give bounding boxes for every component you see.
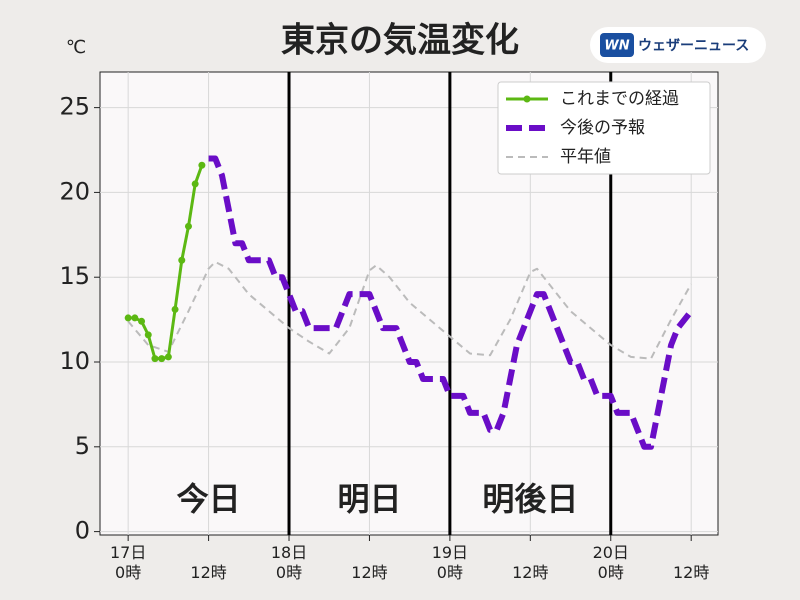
y-tick-label: 25 (59, 93, 90, 121)
y-tick-label: 10 (59, 347, 90, 375)
series-line (208, 155, 694, 450)
legend-label: 平年値 (560, 147, 611, 167)
brand-badge-bg (600, 33, 634, 57)
series-marker (178, 256, 186, 264)
x-tick-label: 18日 0時 (271, 543, 307, 582)
x-tick-label: 12時 (512, 563, 548, 582)
y-unit: ℃ (66, 37, 86, 58)
x-tick-label: 12時 (351, 563, 387, 582)
x-tick-label: 17日 0時 (110, 543, 146, 582)
y-tick-label: 15 (59, 262, 90, 290)
y-tick-label: 5 (75, 432, 90, 460)
series-marker (164, 353, 172, 361)
brand-box (590, 27, 766, 63)
series-line (127, 260, 693, 360)
brand-name: ウェザーニュース (638, 38, 749, 54)
legend-label: これまでの経過 (560, 89, 679, 109)
series-marker (131, 314, 139, 322)
legend-marker (523, 95, 531, 103)
day-label: 明日 (337, 480, 401, 518)
series-marker (124, 314, 132, 322)
brand-badge: WN (604, 39, 629, 54)
series-marker (144, 331, 152, 339)
x-tick-label: 20日 0時 (593, 543, 629, 582)
series-marker (198, 161, 206, 169)
series-marker (138, 317, 146, 325)
y-tick-label: 20 (59, 177, 90, 205)
x-tick-label: 12時 (673, 563, 709, 582)
x-tick-label: 19日 0時 (432, 543, 468, 582)
day-label: 明後日 (482, 480, 578, 518)
series-marker (151, 355, 159, 363)
x-tick-label: 12時 (190, 563, 226, 582)
series-marker (158, 355, 166, 363)
series-marker (191, 180, 199, 188)
chart-title: 東京の気温変化 (281, 21, 519, 61)
series-marker (171, 305, 179, 313)
legend-box (497, 81, 711, 175)
day-label: 今日 (177, 480, 241, 518)
series-marker (184, 222, 192, 230)
legend-label: 今後の予報 (560, 118, 645, 138)
y-tick-label: 0 (75, 517, 90, 545)
